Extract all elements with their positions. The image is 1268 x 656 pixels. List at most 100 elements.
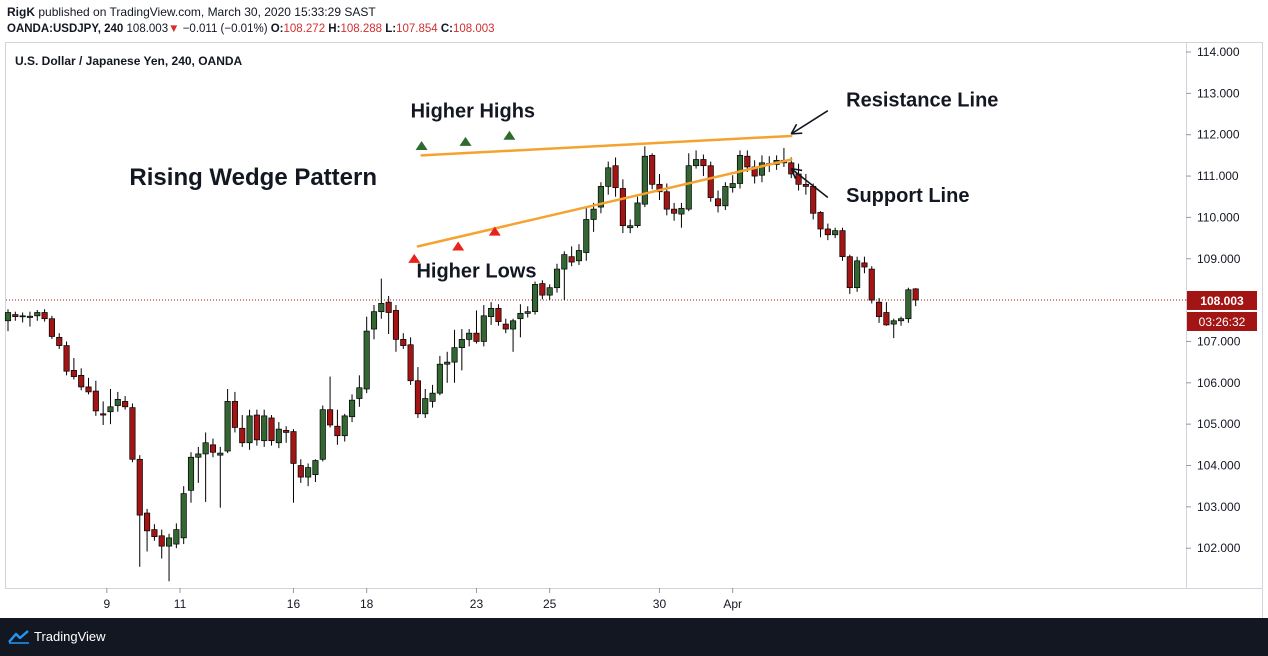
candle-body-up [905, 289, 912, 320]
candle [802, 173, 809, 195]
candle [597, 182, 604, 214]
candle [92, 380, 99, 416]
candle-body-up [202, 442, 209, 455]
candle-body-down [495, 308, 502, 322]
candle-body-down [744, 155, 751, 168]
resistance-pointer-arrow [790, 110, 829, 135]
candle-body-down [883, 312, 890, 326]
candle-body-up [590, 208, 597, 220]
candle [473, 310, 480, 344]
candle [239, 415, 246, 447]
price-tick-label: 106.000 [1197, 376, 1241, 390]
candle-body-up [597, 186, 604, 208]
candle [290, 429, 297, 503]
candle-body-up [114, 398, 121, 406]
time-axis[interactable]: 9 11 16 18 23 25 30 Apr [103, 588, 742, 611]
candle [758, 155, 766, 183]
candle [619, 179, 626, 234]
candle [824, 223, 831, 241]
candle [327, 376, 334, 428]
price-tick-label: 112.000 [1197, 128, 1240, 142]
tradingview-brand[interactable]: TradingView [34, 629, 106, 644]
candle [590, 202, 597, 232]
candle-body-down [136, 458, 143, 516]
candle [854, 256, 861, 292]
candle-body-up [107, 406, 114, 413]
candle [4, 309, 12, 332]
close-value: 108.003 [453, 23, 495, 35]
price-change: −0.011 (−0.01%) [182, 23, 268, 35]
candle [209, 438, 217, 458]
candle [627, 219, 634, 234]
candle [912, 288, 919, 307]
price-tick-label: 102.000 [1197, 541, 1241, 555]
candle [41, 309, 48, 322]
author-name[interactable]: RigK [7, 5, 35, 19]
candle-body-down [144, 512, 151, 532]
candle [334, 409, 341, 445]
low-value: 107.854 [396, 23, 438, 35]
candle-body-up [4, 312, 12, 322]
current-price-tag: 108.003 03:26:32 [1187, 290, 1257, 331]
candle [114, 391, 121, 412]
candle-body-up [890, 320, 897, 325]
candle-body-up [370, 311, 378, 330]
chart-background [0, 42, 1268, 618]
footer-bar: TradingView [0, 618, 1268, 656]
tradingview-logo-icon[interactable] [8, 630, 30, 644]
candle-body-up [634, 202, 641, 227]
price-chart[interactable]: U.S. Dollar / Japanese Yen, 240, OANDA 1… [0, 42, 1268, 618]
candle-body-up [319, 409, 326, 460]
candle [19, 312, 26, 323]
down-arrow-icon: ▼ [168, 23, 180, 35]
candle-body-up [348, 399, 356, 418]
candle-body-down [810, 186, 817, 214]
candle [714, 190, 722, 213]
candle-body-up [488, 308, 495, 317]
candle-body-down [85, 386, 92, 393]
candle-body-down [385, 301, 392, 313]
candle [363, 316, 370, 394]
candle [736, 150, 744, 189]
wedge-lines[interactable] [416, 134, 793, 248]
candle [722, 182, 729, 210]
candle [488, 302, 495, 325]
arrow-shaft [790, 110, 829, 135]
price-tag-value: 108.003 [1200, 294, 1244, 308]
candle-body-up [165, 537, 173, 547]
chart-frame[interactable]: U.S. Dollar / Japanese Yen, 240, OANDA 1… [0, 42, 1268, 618]
candle [341, 413, 348, 442]
candle [100, 401, 107, 425]
swing-markers [408, 130, 516, 263]
symbol-label[interactable]: OANDA:USDJPY, 240 [7, 23, 124, 35]
candle-body-up [627, 225, 634, 229]
candle [553, 263, 561, 293]
candle [356, 375, 363, 407]
candle [641, 146, 648, 208]
candle-body-down [714, 198, 722, 207]
candle-body-down [70, 370, 77, 377]
candle-body-up [363, 330, 370, 390]
candle-body-down [268, 417, 275, 442]
candle [129, 403, 136, 463]
candle [883, 302, 890, 326]
candle [458, 329, 465, 371]
candle-body-down [414, 380, 421, 415]
candle [700, 154, 707, 177]
time-tick-label: 30 [653, 597, 667, 611]
annotations: Higher Highs Rising Wedge Pattern Higher L… [129, 90, 998, 283]
arrow-head [791, 132, 803, 135]
candle [158, 529, 165, 559]
time-tick-label: 16 [287, 597, 301, 611]
candle [63, 341, 70, 376]
candle [671, 202, 678, 221]
countdown-box [1187, 311, 1257, 331]
candle [707, 161, 714, 202]
candle-body-down [283, 430, 290, 433]
candle-body-down [568, 256, 575, 263]
price-tick-label: 111.000 [1197, 169, 1239, 183]
candle [568, 246, 575, 267]
candle-body-down [868, 268, 875, 301]
candle-body-down [671, 208, 678, 214]
candle-body-up [451, 347, 458, 363]
